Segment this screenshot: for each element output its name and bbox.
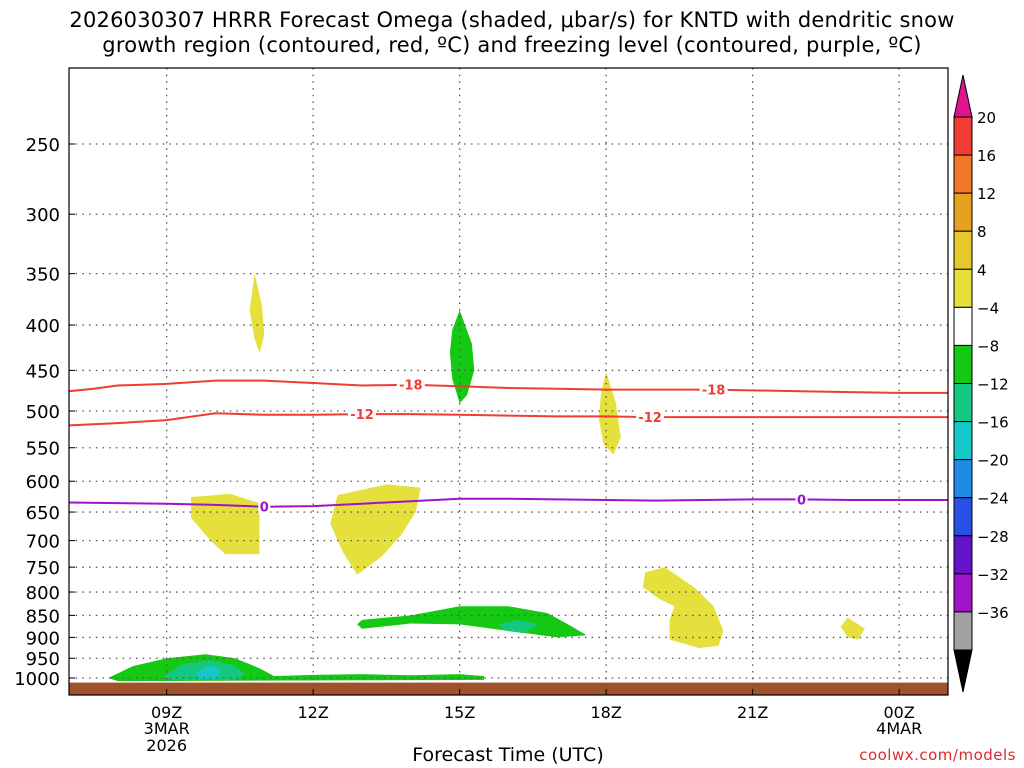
omega-region-5 xyxy=(330,484,421,575)
omega-region-8 xyxy=(357,606,587,638)
colorbar-segment xyxy=(953,306,973,346)
x-tick-sublabel: 4MAR xyxy=(876,719,922,738)
y-tick-label: 800 xyxy=(26,583,60,604)
colorbar-label: −16 xyxy=(977,414,1009,432)
x-tick-label: 12Z xyxy=(298,703,329,722)
x-tick-sublabel: 2026 xyxy=(146,736,187,755)
x-tick-label: 00Z xyxy=(884,703,915,722)
omega-region-9 xyxy=(498,619,538,634)
colorbar-label: 8 xyxy=(977,223,987,241)
x-axis-label: Forecast Time (UTC) xyxy=(412,744,604,766)
colorbar-label: −4 xyxy=(977,299,999,317)
contour-label: 0 xyxy=(260,501,269,516)
colorbar-label: −20 xyxy=(977,452,1009,470)
colorbar-segment xyxy=(953,116,973,156)
x-tick-label: 18Z xyxy=(591,703,622,722)
contour-label-bg xyxy=(258,499,271,514)
omega-region-2 xyxy=(449,310,475,404)
x-tick-label: 21Z xyxy=(737,703,768,722)
contour-line-1 xyxy=(68,379,948,394)
contour-label-bg xyxy=(795,492,808,507)
omega-region-6 xyxy=(642,567,724,648)
colorbar-segment xyxy=(953,344,973,384)
omega-region-7 xyxy=(840,617,865,640)
omega-region-1 xyxy=(249,273,265,353)
y-tick-label: 750 xyxy=(26,558,60,579)
contour-label: -12 xyxy=(350,408,374,423)
y-tick-label: 850 xyxy=(26,606,60,627)
colorbar-label: 20 xyxy=(977,109,996,127)
contour-label: -18 xyxy=(702,384,726,399)
colorbar-label: 16 xyxy=(977,147,996,165)
colorbar-segment xyxy=(953,268,973,308)
colorbar-label: −28 xyxy=(977,528,1009,546)
y-tick-label: 350 xyxy=(26,265,60,286)
contour-label: -18 xyxy=(399,379,423,394)
colorbar-segment xyxy=(953,497,973,537)
colorbar-segment xyxy=(953,230,973,270)
colorbar-label: −32 xyxy=(977,566,1009,584)
y-tick-label: 450 xyxy=(26,361,60,382)
colorbar-top-arrow xyxy=(953,74,973,118)
x-tick-label: 15Z xyxy=(444,703,475,722)
y-tick-label: 900 xyxy=(26,628,60,649)
contour-label-bg xyxy=(699,382,728,397)
title-line-2: growth region (contoured, red, ºC) and f… xyxy=(102,33,922,57)
site-credit: coolwx.com/models xyxy=(859,746,1016,764)
colorbar-segment xyxy=(953,573,973,613)
y-tick-label: 550 xyxy=(26,439,60,460)
colorbar-label: −12 xyxy=(977,376,1009,394)
contour-label-bg xyxy=(348,407,376,422)
chart-title: 2026030307 HRRR Forecast Omega (shaded, … xyxy=(0,8,1024,58)
contour-label-bg xyxy=(636,410,665,425)
colorbar-segment xyxy=(953,459,973,499)
y-tick-label: 300 xyxy=(26,205,60,226)
ground-surface xyxy=(69,682,948,695)
colorbar-bottom-arrow xyxy=(953,649,973,693)
colorbar-label: −24 xyxy=(977,490,1009,508)
y-tick-label: 500 xyxy=(26,402,60,423)
y-tick-label: 950 xyxy=(26,649,60,670)
contour-label: -12 xyxy=(638,411,662,426)
colorbar-segment xyxy=(953,535,973,575)
y-tick-label: 1000 xyxy=(14,669,60,690)
colorbar-segment xyxy=(953,421,973,461)
colorbar-label: −36 xyxy=(977,604,1009,622)
y-tick-label: 600 xyxy=(26,472,60,493)
contour-label-bg xyxy=(396,377,425,392)
contour-line-2 xyxy=(68,412,948,427)
colorbar-segment xyxy=(953,154,973,194)
contour-label: 0 xyxy=(797,493,806,508)
plot-frame xyxy=(68,67,949,696)
y-tick-label: 250 xyxy=(26,135,60,156)
colorbar-segment xyxy=(953,611,973,651)
colorbar-label: −8 xyxy=(977,337,999,355)
x-tick-sublabel: 3MAR xyxy=(144,719,190,738)
y-tick-label: 700 xyxy=(26,532,60,553)
colorbar-segment xyxy=(953,192,973,232)
x-tick-label: 09Z xyxy=(151,703,182,722)
omega-region-3 xyxy=(598,372,621,455)
y-tick-label: 400 xyxy=(26,316,60,337)
colorbar-segment xyxy=(953,383,973,423)
colorbar-label: 12 xyxy=(977,185,996,203)
title-line-1: 2026030307 HRRR Forecast Omega (shaded, … xyxy=(69,8,955,32)
omega-region-4 xyxy=(191,493,260,555)
omega-region-12 xyxy=(196,665,221,680)
y-tick-label: 650 xyxy=(26,503,60,524)
colorbar-label: 4 xyxy=(977,261,987,279)
